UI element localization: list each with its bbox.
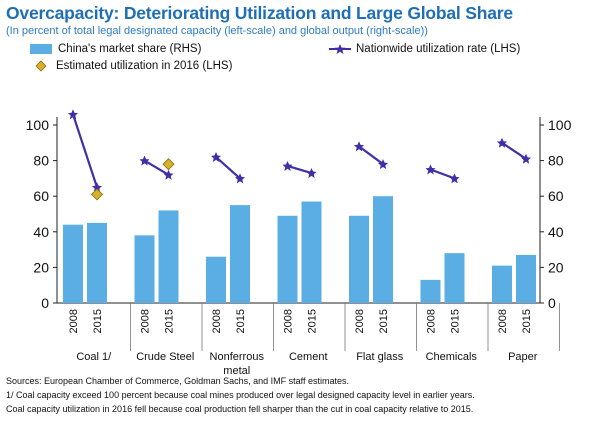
category-label: Coal 1/	[76, 351, 112, 363]
year-tick-label: 2008	[68, 309, 80, 333]
chart-subtitle: (In percent of total legal designated ca…	[6, 25, 428, 37]
utilization-marker	[235, 173, 245, 184]
bar-2008-5	[420, 279, 441, 303]
legend-label-line: Nationwide utilization rate (LHS)	[356, 43, 521, 55]
bar-2015-1	[158, 210, 179, 303]
utilization-line-0	[71, 113, 99, 188]
right-tick-label: 0	[548, 295, 556, 311]
bar-2008-2	[206, 256, 226, 303]
left-tick-label: 0	[41, 295, 49, 311]
category-label: Paper	[508, 351, 538, 363]
footnote-coal-1: 1/ Coal capacity exceed 100 percent beca…	[6, 390, 475, 400]
year-tick-label: 2015	[521, 309, 533, 333]
legend-item-diamond: Estimated utilization in 2016 (LHS)	[30, 60, 232, 72]
year-tick-label: 2008	[283, 309, 295, 333]
bar-2008-4	[349, 215, 369, 303]
utilization-marker	[92, 182, 102, 193]
utilization-marker	[68, 109, 78, 120]
utilization-marker	[378, 159, 388, 170]
utilization-marker	[211, 152, 221, 163]
right-tick-label: 100	[548, 117, 572, 133]
bar-2015-3	[301, 201, 322, 303]
bar-2008-6	[492, 265, 512, 303]
year-tick-label: 2008	[354, 309, 366, 333]
year-tick-label: 2008	[497, 309, 509, 333]
utilization-marker	[497, 137, 507, 148]
utilization-line-1	[143, 159, 170, 176]
category-label: Nonferrous	[210, 351, 265, 363]
category-label: Flat glass	[356, 351, 404, 363]
bar-2008-0	[63, 224, 83, 303]
right-tick-label: 20	[548, 259, 564, 275]
legend-bar-swatch	[30, 44, 52, 54]
utilization-marker	[449, 173, 460, 184]
legend-item-bars: China's market share (RHS)	[30, 43, 201, 55]
legend-line-swatch	[329, 44, 351, 54]
category-label: Cement	[289, 351, 328, 363]
right-tick-label: 40	[548, 224, 564, 240]
left-tick-label: 100	[26, 117, 50, 133]
estimate-2016-diamond	[90, 188, 104, 201]
utilization-line-5	[430, 168, 455, 180]
bar-2015-6	[516, 254, 536, 303]
bar-2015-4	[373, 196, 393, 303]
utilization-marker	[425, 164, 436, 175]
utilization-line-2	[215, 156, 241, 180]
bar-2008-3	[277, 215, 298, 303]
year-tick-label: 2015	[92, 309, 104, 333]
bar-2015-2	[230, 205, 250, 303]
utilization-line-6	[501, 141, 527, 160]
chart-title: Overcapacity: Deteriorating Utilization …	[6, 3, 513, 23]
year-tick-label: 2008	[140, 309, 152, 333]
bar-2015-0	[87, 222, 107, 303]
right-tick-label: 80	[548, 153, 564, 169]
footnote-coal-2: Coal capacity utilization in 2016 fell b…	[6, 404, 474, 414]
bar-2008-1	[134, 235, 155, 303]
category-label: Crude Steel	[136, 351, 194, 363]
utilization-line-4	[358, 145, 384, 166]
year-tick-label: 2015	[307, 309, 319, 333]
legend-label-diamond: Estimated utilization in 2016 (LHS)	[56, 60, 233, 72]
legend-diamond-swatch	[35, 60, 47, 72]
year-tick-label: 2015	[378, 309, 390, 333]
left-tick-label: 20	[33, 259, 49, 275]
right-tick-label: 60	[548, 188, 564, 204]
left-tick-label: 80	[33, 153, 49, 169]
year-tick-label: 2008	[426, 309, 438, 333]
utilization-marker	[139, 155, 150, 166]
utilization-marker	[354, 141, 364, 152]
utilization-marker	[282, 160, 293, 171]
year-tick-label: 2015	[450, 309, 462, 333]
legend-item-line: Nationwide utilization rate (LHS)	[328, 43, 520, 55]
legend-label-bars: China's market share (RHS)	[58, 43, 202, 55]
year-tick-label: 2008	[211, 309, 223, 333]
utilization-marker	[306, 168, 317, 179]
left-tick-label: 40	[33, 224, 49, 240]
year-tick-label: 2015	[164, 309, 176, 333]
left-tick-label: 60	[33, 188, 49, 204]
utilization-marker	[521, 153, 531, 164]
category-label: metal	[223, 365, 250, 377]
footnote-sources: Sources: European Chamber of Commerce, G…	[6, 376, 349, 386]
estimate-2016-diamond	[162, 158, 175, 171]
year-tick-label: 2015	[235, 309, 247, 333]
category-label: Chemicals	[426, 351, 478, 363]
utilization-marker	[163, 169, 174, 180]
bar-2015-5	[444, 253, 465, 303]
